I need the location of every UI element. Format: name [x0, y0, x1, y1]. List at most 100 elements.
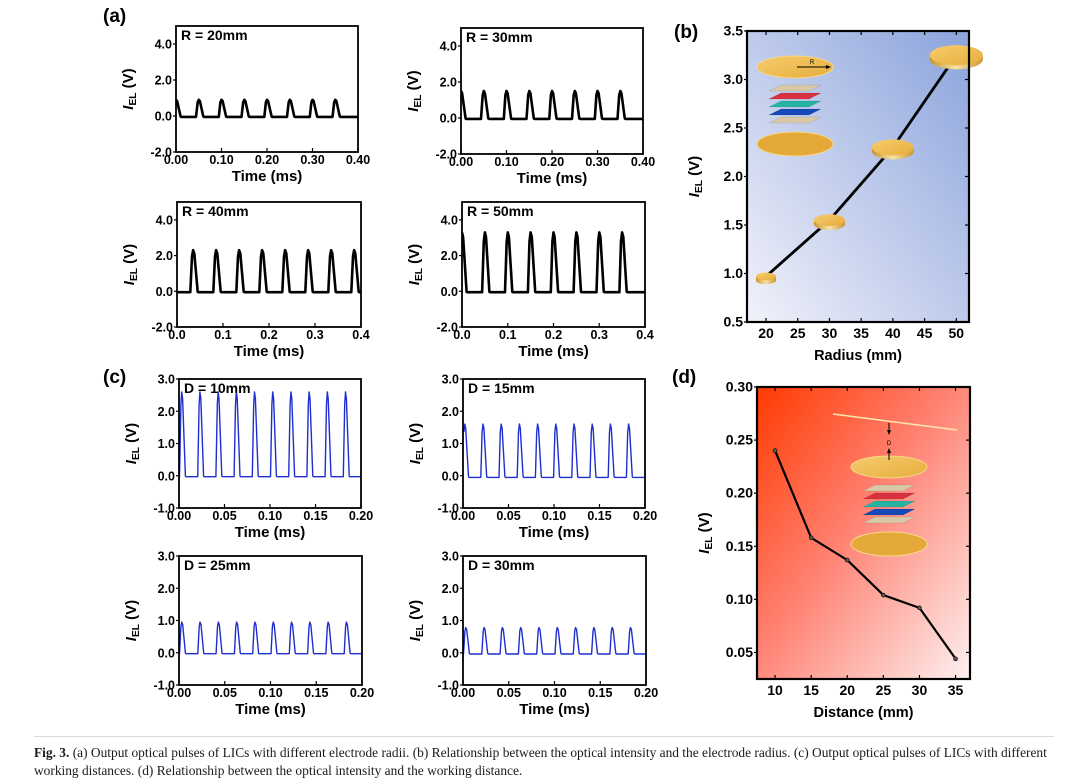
x-tick-label: 0.00: [167, 686, 191, 700]
x-tick-label: 20: [839, 682, 855, 698]
series-annotation: D = 30mm: [468, 557, 535, 573]
series-annotation: R = 40mm: [182, 203, 249, 219]
x-tick-label: 0.00: [167, 509, 191, 523]
y-tick-label: 2.0: [724, 168, 744, 184]
chart-c-d30: 0.00 0.05 0.10 0.15 0.20 -1.0 0.0 1.0 2.0 3.0 Time…: [407, 550, 658, 719]
plot-area: [176, 26, 358, 152]
x-tick-label: 20: [758, 325, 774, 341]
y-tick-label: 0.0: [442, 646, 459, 660]
x-tick-label: 25: [876, 682, 892, 698]
figure-caption: Fig. 3. (a) Output optical pulses of LIC…: [34, 744, 1054, 780]
film-layer: [768, 116, 822, 124]
x-tick-label: 0.20: [350, 686, 374, 700]
x-tick-label: 0.00: [164, 153, 188, 167]
y-tick-label: 1.0: [442, 614, 459, 628]
series-line: [765, 54, 958, 278]
x-tick-label: 0.1: [499, 328, 516, 342]
chart-a-r30: 0.00 0.10 0.20 0.30 0.40 -2.0 0.0 2.0 4.0 Time (m…: [405, 27, 655, 187]
x-tick-label: 0.05: [212, 509, 236, 523]
y-axis-label: IEL (V): [407, 423, 426, 464]
chart-d-distance: D 10 15 20 25 30 35 0.05 0.10 0.15 0.20 0.25 0.30 Dis…: [696, 379, 972, 721]
x-axis-label: Time (ms): [519, 524, 590, 541]
panel-label-a: (a): [103, 6, 126, 27]
series-annotation: D = 25mm: [184, 557, 251, 573]
y-tick-label: -1.0: [153, 502, 175, 516]
series-line: [774, 450, 957, 660]
device-schematic-inset: D: [832, 413, 958, 557]
y-tick-label: 0.10: [726, 591, 753, 607]
x-tick-label: 30: [822, 325, 838, 341]
x-tick-label: 0.05: [496, 509, 520, 523]
x-tick-label: 0.40: [631, 155, 655, 169]
y-tick-label: 3.0: [158, 373, 175, 387]
y-axis-label: IEL (V): [686, 156, 705, 197]
data-point-disk: [871, 139, 914, 156]
pulse-series-line: [463, 423, 645, 479]
x-tick-label: 40: [885, 325, 901, 341]
y-axis-label: IEL (V): [123, 423, 142, 464]
film-layer: [862, 500, 916, 508]
x-axis-label: Radius (mm): [814, 348, 902, 364]
film-layer: [768, 108, 822, 116]
pulse-series-line: [179, 621, 362, 655]
y-tick-label: -1.0: [437, 502, 459, 516]
plot-frame: [755, 385, 972, 681]
x-tick-label: 0.20: [255, 153, 279, 167]
y-tick-label: 0.20: [726, 485, 753, 501]
film-layer: [862, 516, 916, 524]
data-point: [953, 656, 958, 662]
plot-area: [462, 202, 645, 327]
x-tick-label: 10: [767, 682, 783, 698]
y-tick-label: 3.0: [158, 550, 175, 564]
data-point-disk: [813, 214, 845, 227]
pulse-series-line: [462, 231, 645, 294]
chart-a-r20: 0.00 0.10 0.20 0.30 0.40 -2.0 0.0 2.0 4.0 Time (m…: [120, 25, 370, 185]
y-tick-label: 3.0: [442, 373, 459, 387]
x-tick-label: 0.2: [545, 328, 562, 342]
x-tick-label: 15: [803, 682, 819, 698]
x-tick-label: 0.10: [258, 509, 282, 523]
y-tick-label: 2.0: [156, 249, 173, 263]
film-layer: [862, 484, 916, 492]
y-tick-label: 2.0: [442, 405, 459, 419]
x-tick-label: 50: [949, 325, 965, 341]
plot-area: [179, 379, 361, 508]
x-tick-label: 0.20: [540, 155, 564, 169]
x-tick-label: 0.1: [214, 328, 231, 342]
caption-text: (a) Output optical pulses of LICs with d…: [34, 745, 1047, 778]
y-tick-label: 0.0: [440, 112, 457, 126]
y-tick-label: -1.0: [437, 679, 459, 693]
y-tick-label: 4.0: [440, 40, 457, 54]
x-axis-label: Time (ms): [519, 701, 590, 718]
chart-b-radius: R 20 25 30 35 40 45 50 0.5 1.0 1.5 2.0 2.5 3.0 3.5 Radi…: [686, 23, 983, 364]
figure-3: (a) (b) (c) (d) 0.00 0.10 0.20 0.30 0.40 -2.0…: [103, 6, 983, 721]
x-axis-label: Time (ms): [232, 168, 303, 185]
data-point: [772, 448, 778, 454]
y-tick-label: 1.0: [442, 437, 459, 451]
top-electrode: [756, 55, 834, 79]
y-tick-label: 1.5: [724, 217, 744, 233]
x-tick-label: 0.05: [213, 686, 237, 700]
data-point: [917, 605, 922, 611]
x-tick-label: 0.20: [634, 686, 658, 700]
film-layer: [768, 100, 822, 108]
y-tick-label: 1.0: [158, 614, 175, 628]
x-tick-label: 0.00: [451, 686, 475, 700]
y-tick-label: 0.30: [726, 379, 753, 395]
light-detector-line: [832, 413, 958, 431]
y-tick-label: 0.15: [726, 538, 753, 554]
y-tick-label: -2.0: [436, 321, 458, 335]
y-axis-label: IEL (V): [407, 600, 426, 641]
y-axis-label: IEL (V): [406, 244, 425, 285]
pulse-series-line: [463, 626, 646, 655]
chart-c-d10: 0.00 0.05 0.10 0.15 0.20 -1.0 0.0 1.0 2.0 3.0 Time…: [123, 373, 373, 542]
x-axis-label: Time (ms): [235, 524, 306, 541]
y-tick-label: 3.0: [724, 71, 744, 87]
x-tick-label: 0.10: [542, 686, 566, 700]
bottom-electrode: [850, 531, 928, 557]
plot-area: [463, 556, 646, 685]
x-tick-label: 0.0: [453, 328, 470, 342]
radius-label: R: [810, 60, 815, 66]
